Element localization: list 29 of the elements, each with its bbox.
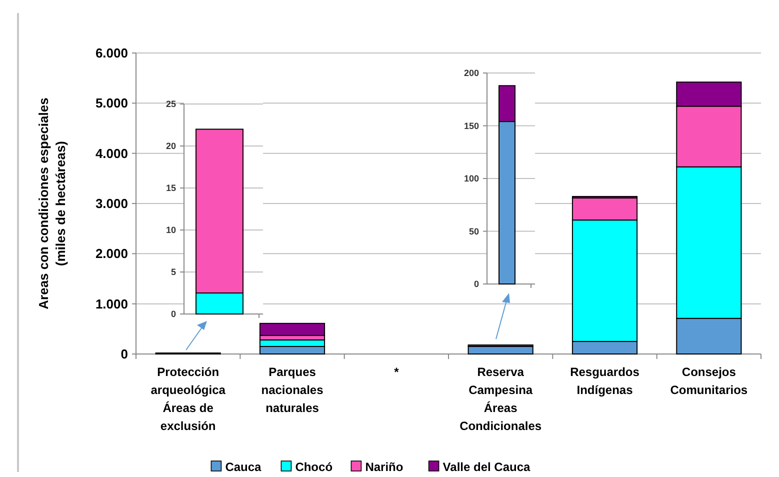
legend-label: Cauca <box>225 460 262 474</box>
y-tick-label: 2.000 <box>95 246 128 262</box>
y-tick-label: 5.000 <box>95 96 128 111</box>
y-tick-label: 10 <box>166 225 176 236</box>
legend-label: Chocó <box>295 460 333 474</box>
y-tick-label: 4.000 <box>95 146 128 161</box>
y-tick-label: 0 <box>474 279 479 290</box>
x-tick-label: Parques nacionales naturales <box>261 365 324 415</box>
y-tick-label: 5 <box>170 267 176 278</box>
y-tick-label: 200 <box>464 68 479 78</box>
x-tick-label: * <box>394 365 400 379</box>
y-tick-label: 0 <box>120 346 128 362</box>
y-tick-label: 100 <box>464 174 479 184</box>
x-tick-label: Reserva Campesina Áreas Condicionales <box>460 365 542 433</box>
y-tick-label: 6.000 <box>95 46 128 61</box>
y-tick-label: 25 <box>166 99 176 110</box>
legend-label: Valle del Cauca <box>442 460 531 474</box>
x-tick-label: Consejos Comunitarios <box>670 365 748 397</box>
legend-label: Nariño <box>365 460 404 474</box>
y-tick-label: 0 <box>170 309 176 320</box>
y-tick-label: 3.000 <box>95 196 128 212</box>
y-tick-label: 20 <box>166 141 176 152</box>
y-tick-label: 150 <box>464 120 479 131</box>
y-tick-label: 1.000 <box>95 296 128 312</box>
y-axis-title: Areas con condiciones especiales (miles de hectáreas) <box>36 98 68 310</box>
y-tick-label: 15 <box>166 183 176 194</box>
x-tick-label: Protección arqueológica Áreas de exclusión <box>150 365 226 433</box>
x-tick-label: Resguardos Indígenas <box>570 365 640 397</box>
y-tick-label: 50 <box>468 226 479 236</box>
